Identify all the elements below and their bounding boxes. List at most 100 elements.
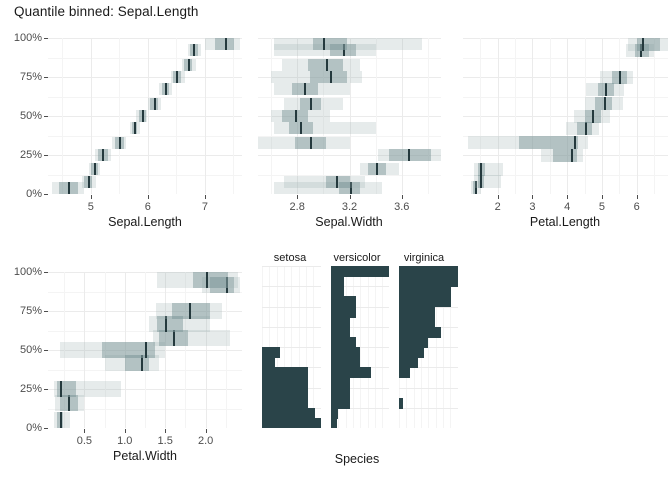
gridline-minor-v xyxy=(428,38,429,194)
band-outer xyxy=(157,272,238,288)
gridline-major-h xyxy=(399,408,458,409)
gridline-minor-h xyxy=(48,175,242,176)
gridline-major-v xyxy=(125,272,126,428)
median-tick xyxy=(605,83,607,96)
median-tick xyxy=(619,71,621,84)
xtick-label: 4 xyxy=(564,201,571,213)
panel-sepal-width xyxy=(258,38,441,194)
species-bar xyxy=(262,388,308,399)
gridline-minor-h xyxy=(258,136,441,137)
strip-label-virginica: virginica xyxy=(403,252,445,264)
xtick-mark xyxy=(205,195,206,199)
gridline-major-v xyxy=(350,38,351,194)
axis-title-species: Species xyxy=(334,452,380,466)
gridline-minor-v xyxy=(119,38,120,194)
xtick-label: 5 xyxy=(87,201,94,213)
ytick-label: 25% xyxy=(19,149,42,161)
gridline-major-h xyxy=(330,286,390,287)
median-tick xyxy=(225,38,227,50)
xtick-label: 2.8 xyxy=(289,201,305,213)
ytick-label: 75% xyxy=(19,71,42,83)
median-tick xyxy=(323,38,325,50)
median-tick xyxy=(571,149,573,162)
band-outer xyxy=(60,342,165,358)
species-bar xyxy=(330,307,356,318)
band-inner xyxy=(389,149,431,161)
median-tick xyxy=(60,381,62,397)
median-tick xyxy=(326,59,328,71)
xtick-mark xyxy=(206,429,207,433)
ytick-label: 0% xyxy=(26,188,42,200)
ytick-label: 0% xyxy=(26,422,42,434)
gridline-minor-h xyxy=(463,136,668,137)
median-tick xyxy=(642,38,644,51)
gridline-major-h xyxy=(262,327,321,328)
band-outer xyxy=(258,137,350,149)
species-bar xyxy=(330,418,337,428)
median-tick xyxy=(94,163,96,175)
species-bar xyxy=(399,398,404,409)
median-tick xyxy=(165,83,167,95)
gridline-minor-v xyxy=(271,38,272,194)
gridline-major-h xyxy=(262,266,321,267)
median-tick xyxy=(310,137,312,149)
xtick-label: 6 xyxy=(633,201,640,213)
gridline-major-h xyxy=(258,116,441,117)
median-tick xyxy=(295,110,297,122)
species-bar xyxy=(330,286,344,297)
species-bar xyxy=(262,418,321,428)
median-tick xyxy=(310,98,312,110)
xtick-mark xyxy=(637,195,638,199)
median-tick xyxy=(592,110,594,123)
band-outer xyxy=(136,110,147,122)
band-outer xyxy=(149,316,210,332)
median-tick xyxy=(343,44,345,56)
species-bar xyxy=(330,367,371,378)
species-bar xyxy=(330,357,360,368)
ytick-label: 100% xyxy=(13,32,42,44)
gridline-minor-v xyxy=(515,38,516,194)
median-tick xyxy=(304,83,306,95)
xtick-label: 1.0 xyxy=(117,435,133,447)
gridline-major-h xyxy=(48,77,242,78)
median-tick xyxy=(336,176,338,188)
gridline-major-v xyxy=(402,38,403,194)
ytick-mark xyxy=(44,272,48,273)
gridline-major-h xyxy=(330,347,390,348)
gridline-major-h xyxy=(463,116,668,117)
median-tick xyxy=(141,355,143,371)
gridline-major-v xyxy=(297,38,298,194)
gridline-minor-v xyxy=(176,38,177,194)
band-inner xyxy=(339,182,360,194)
gridline-major-h xyxy=(262,307,321,308)
xtick-mark xyxy=(498,195,499,199)
species-facet-virginica xyxy=(399,266,458,428)
species-bar xyxy=(262,398,308,409)
gridline-major-h xyxy=(258,155,441,156)
median-tick xyxy=(102,149,104,161)
xtick-label: 3.2 xyxy=(341,201,358,213)
gridline-minor-v xyxy=(619,38,620,194)
species-bar xyxy=(330,337,356,348)
gridline-major-h xyxy=(48,38,242,39)
gridline-minor-v xyxy=(550,38,551,194)
gridline-major-v xyxy=(148,38,149,194)
gridline-major-h xyxy=(48,155,242,156)
gridline-major-h xyxy=(258,38,441,39)
band-inner xyxy=(193,272,228,288)
band-outer xyxy=(54,412,70,428)
median-tick xyxy=(173,330,175,346)
gridline-minor-h xyxy=(258,58,441,59)
species-bar xyxy=(330,317,350,328)
ytick-mark xyxy=(44,350,48,351)
ytick-label: 50% xyxy=(19,344,42,356)
xtick-mark xyxy=(84,429,85,433)
gridline-major-h xyxy=(262,286,321,287)
median-tick xyxy=(480,163,482,176)
xtick-label: 3.6 xyxy=(394,201,410,213)
xtick-label: 2 xyxy=(494,201,501,213)
gridline-minor-v xyxy=(376,38,377,194)
gridline-major-h xyxy=(262,347,321,348)
species-bar xyxy=(330,398,350,409)
